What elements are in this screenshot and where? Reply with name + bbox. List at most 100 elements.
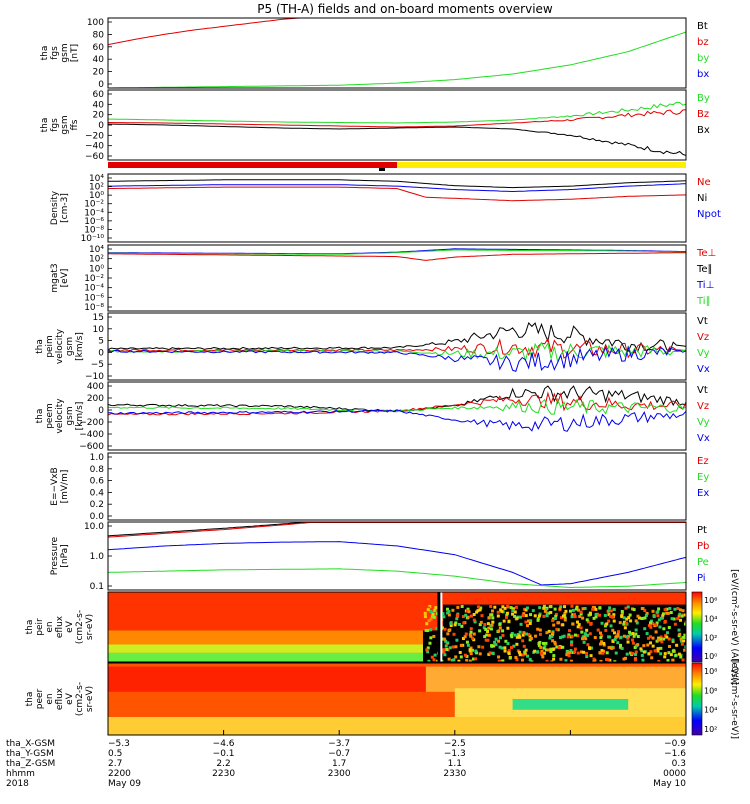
heatmap-cell <box>454 655 458 659</box>
heatmap-cell <box>563 618 567 622</box>
heatmap-cell <box>517 634 521 638</box>
heatmap-cell <box>490 623 494 627</box>
heatmap-cell <box>425 648 429 652</box>
heatmap-cell <box>542 651 546 655</box>
heatmap-cell <box>642 650 646 654</box>
x-row-value: −0.7 <box>328 749 350 759</box>
heatmap-cell <box>518 635 522 639</box>
heatmap-cell <box>505 611 509 615</box>
heatmap-cell <box>490 613 494 617</box>
x-row-value: 2230 <box>212 769 235 779</box>
heatmap-cell <box>544 607 548 611</box>
heatmap-cell <box>531 609 535 613</box>
series-line-npot <box>108 183 686 193</box>
heatmap-cell <box>589 654 593 658</box>
heatmap-cell <box>542 614 546 618</box>
heatmap-cell <box>579 610 583 614</box>
heatmap-cell <box>562 634 566 638</box>
heatmap-cell <box>533 614 537 618</box>
heatmap-cell <box>681 658 685 662</box>
heatmap-cell <box>547 629 551 633</box>
heatmap-cell <box>553 640 557 644</box>
heatmap-cell <box>506 626 510 630</box>
y-tick-label: 1.0 <box>90 453 105 463</box>
x-row-value: 2.2 <box>216 759 230 769</box>
heatmap-cell <box>592 616 596 620</box>
heatmap-cell <box>544 641 548 645</box>
heatmap-cell <box>539 651 543 655</box>
heatmap-cell <box>513 614 517 618</box>
heatmap-cell <box>607 609 611 613</box>
heatmap-cell <box>466 615 470 619</box>
series-group <box>108 248 686 261</box>
y-axis-label: [km/s] <box>75 332 85 361</box>
series-line-bz <box>108 109 686 128</box>
x-row-value: 1.7 <box>332 759 346 769</box>
heatmap-cell <box>651 621 655 625</box>
heatmap-cell <box>506 642 510 646</box>
heatmap-cell <box>491 616 495 620</box>
heatmap-band <box>108 717 686 735</box>
heatmap-cell <box>599 634 603 638</box>
heatmap-cell <box>625 652 629 656</box>
heatmap-cell <box>583 635 587 639</box>
heatmap-cell <box>515 658 519 662</box>
x-row-value: 0.5 <box>108 749 122 759</box>
heatmap-cell <box>599 631 603 635</box>
heatmap-cell <box>566 651 570 655</box>
heatmap-cell <box>510 635 514 639</box>
legend-entry: Vy <box>697 417 710 428</box>
y-axis-label: sr-eV) <box>85 614 95 640</box>
heatmap-cell <box>619 643 623 647</box>
heatmap-cell <box>575 605 579 609</box>
heatmap-band <box>512 699 629 710</box>
heatmap-cell <box>551 639 555 643</box>
y-tick-label: −10 <box>85 372 104 382</box>
heatmap-cell <box>665 635 669 639</box>
y-tick-label: 400 <box>87 382 104 392</box>
heatmap-cell <box>541 655 545 659</box>
heatmap-cell <box>524 648 528 652</box>
heatmap-cell <box>433 653 437 657</box>
y-tick-label: −5 <box>91 360 104 370</box>
heatmap-cell <box>549 610 553 614</box>
heatmap-cell <box>491 651 495 655</box>
series-line-bz <box>108 18 686 46</box>
heatmap-cell <box>660 640 664 644</box>
panel-frame <box>107 17 687 89</box>
y-tick-label: 60 <box>93 90 105 100</box>
heatmap-cell <box>628 613 632 617</box>
x-row-value: 0.3 <box>672 759 686 769</box>
heatmap-cell <box>511 612 515 616</box>
series-group <box>108 18 686 88</box>
heatmap-cell <box>500 646 504 650</box>
heatmap-cell <box>684 613 686 617</box>
series-group <box>108 385 686 432</box>
y-tick-label: 0.8 <box>90 465 105 475</box>
y-axis-label: eflux <box>55 615 65 638</box>
heatmap-cell <box>528 634 532 638</box>
heatmap-cell <box>591 607 595 611</box>
heatmap-cell <box>586 643 590 647</box>
heatmap-cell <box>551 633 555 637</box>
heatmap-cell <box>671 638 675 642</box>
heatmap-cell <box>430 655 434 659</box>
heatmap-cell <box>577 623 581 627</box>
heatmap-cell <box>468 648 472 652</box>
heatmap-cell <box>675 643 679 647</box>
heatmap-cell <box>431 610 435 614</box>
x-row-value: −3.7 <box>328 739 350 749</box>
y-tick-label: −600 <box>79 442 104 452</box>
heatmap-cell <box>570 615 574 619</box>
heatmap-cell <box>536 627 540 631</box>
heatmap-cell <box>598 606 602 610</box>
heatmap-cell <box>663 652 667 656</box>
heatmap-cell <box>538 640 542 644</box>
y-tick-label: 0 <box>98 406 104 416</box>
heatmap-cell <box>432 658 436 662</box>
x-row-value: 2.7 <box>108 759 122 769</box>
heatmap-cell <box>676 606 680 610</box>
heatmap-cell <box>487 616 491 620</box>
heatmap-cell <box>550 634 554 638</box>
heatmap-cell <box>679 653 683 657</box>
